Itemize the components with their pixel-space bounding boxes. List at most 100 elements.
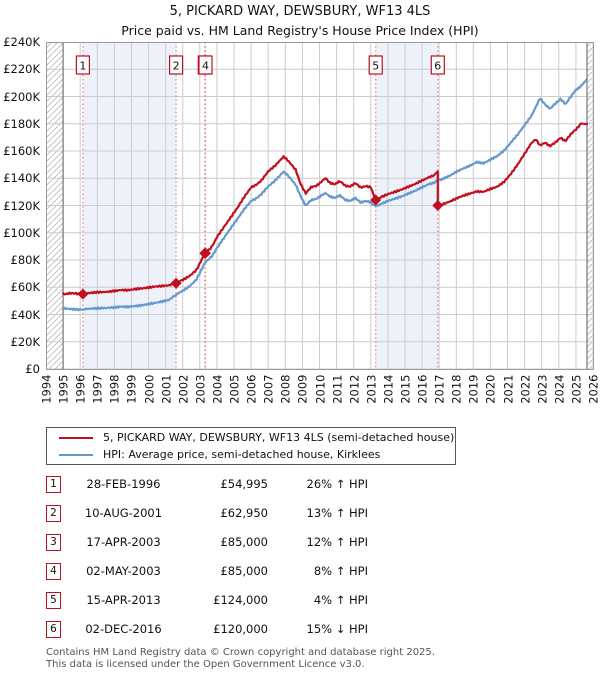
- x-tick-label: 2021: [501, 374, 516, 404]
- sale-price: £120,000: [213, 622, 268, 636]
- x-tick-label: 2023: [535, 374, 550, 404]
- sale-hpi: 12% ↑ HPI: [306, 535, 368, 549]
- y-tick-label: £80K: [10, 253, 41, 267]
- x-tick-label: 2017: [432, 374, 447, 404]
- sale-point-marker: [170, 277, 182, 289]
- sale-point-marker: [77, 288, 89, 300]
- sale-number-box: [198, 55, 213, 75]
- y-tick-label: £40K: [10, 307, 41, 322]
- svg-text:1: 1: [79, 60, 86, 73]
- sale-hpi: 13% ↑ HPI: [306, 506, 368, 520]
- legend-label: 5, PICKARD WAY, DEWSBURY, WF13 4LS (semi…: [103, 431, 455, 444]
- x-tick-label: 2002: [176, 374, 191, 404]
- svg-text:2: 2: [173, 60, 180, 73]
- x-tick-label: 1994: [39, 374, 54, 404]
- x-tick-label: 2025: [569, 374, 584, 404]
- sale-price: £54,995: [220, 477, 268, 491]
- sale-point-marker: [370, 194, 382, 206]
- x-tick-label: 2011: [330, 374, 345, 404]
- x-tick-label: 2020: [483, 374, 498, 404]
- table-row: 6 02-DEC-2016 £120,000 15% ↓ HPI: [46, 621, 446, 641]
- chart-legend: 5, PICKARD WAY, DEWSBURY, WF13 4LS (semi…: [46, 427, 456, 465]
- price-paid-line: [62, 122, 589, 296]
- footer-line-1: Contains HM Land Registry data © Crown c…: [46, 647, 435, 658]
- legend-line-swatch: [59, 436, 93, 439]
- y-tick-label: £180K: [3, 116, 40, 131]
- x-tick-label: 2013: [364, 374, 379, 404]
- table-row: 3 17-APR-2003 £85,000 12% ↑ HPI: [46, 534, 446, 554]
- x-tick-label: 2000: [142, 374, 157, 404]
- svg-text:6: 6: [434, 60, 441, 73]
- x-tick-label: 2022: [518, 374, 533, 404]
- license-footer: Contains HM Land Registry data © Crown c…: [46, 647, 435, 670]
- sale-hpi: 4% ↑ HPI: [313, 593, 368, 607]
- y-tick-label: £240K: [3, 35, 40, 49]
- sale-number-box: [75, 55, 90, 75]
- y-tick-label: £60K: [10, 280, 41, 295]
- y-tick-label: £120K: [3, 198, 40, 213]
- x-tick-label: 2007: [261, 374, 276, 404]
- sale-hpi: 26% ↑ HPI: [306, 477, 368, 491]
- sale-num: 1: [46, 476, 61, 493]
- legend-line-swatch: [59, 453, 93, 456]
- x-tick-label: 2003: [193, 374, 208, 404]
- x-tick-label: 1995: [56, 374, 71, 404]
- x-tick-label: 2001: [159, 374, 174, 404]
- x-tick-label: 2019: [466, 374, 481, 404]
- sale-number-box: [168, 55, 184, 75]
- y-tick-label: £220K: [3, 62, 40, 77]
- table-row: 1 28-FEB-1996 £54,995 26% ↑ HPI: [46, 476, 446, 496]
- sale-date: 02-DEC-2016: [85, 622, 162, 636]
- legend-item: 5, PICKARD WAY, DEWSBURY, WF13 4LS (semi…: [47, 430, 455, 445]
- sale-point-marker: [432, 200, 444, 211]
- x-tick-label: 2024: [552, 374, 567, 404]
- x-tick-label: 2005: [227, 374, 242, 404]
- x-tick-label: 2010: [313, 374, 327, 404]
- sale-date: 15-APR-2013: [86, 593, 161, 607]
- table-row: 5 15-APR-2013 £124,000 4% ↑ HPI: [46, 592, 446, 612]
- x-tick-label: 2009: [295, 374, 310, 404]
- sale-date: 10-AUG-2001: [84, 506, 163, 520]
- x-tick-label: 2018: [449, 374, 464, 404]
- table-row: 2 10-AUG-2001 £62,950 13% ↑ HPI: [46, 505, 446, 525]
- x-tick-label: 2012: [347, 374, 362, 404]
- sale-num: 4: [46, 563, 61, 580]
- sale-hpi: 15% ↓ HPI: [306, 622, 368, 636]
- sale-price: £62,950: [220, 506, 268, 520]
- sale-price: £85,000: [220, 564, 268, 578]
- y-tick-label: £200K: [3, 89, 40, 104]
- sale-number-box: [368, 55, 383, 75]
- sale-price: £85,000: [220, 535, 268, 549]
- sale-point-marker: [200, 247, 211, 259]
- x-tick-label: 2016: [415, 374, 430, 404]
- x-tick-label: 1997: [90, 374, 105, 404]
- hpi-line: [62, 77, 589, 312]
- sale-number-box: [430, 55, 445, 75]
- table-row: 4 02-MAY-2003 £85,000 8% ↑ HPI: [46, 563, 446, 583]
- y-tick-label: £100K: [3, 225, 40, 240]
- svg-text:4: 4: [202, 60, 209, 73]
- y-tick-label: £0: [25, 362, 40, 376]
- sale-date: 28-FEB-1996: [86, 477, 161, 491]
- x-tick-label: 1999: [124, 374, 139, 404]
- x-tick-label: 1996: [73, 374, 88, 404]
- sale-num: 3: [46, 534, 61, 551]
- x-tick-label: 2008: [278, 374, 293, 404]
- svg-text:5: 5: [372, 60, 379, 73]
- sale-date: 17-APR-2003: [86, 535, 161, 549]
- price-history-chart: 123456: [46, 42, 594, 370]
- sale-hpi: 8% ↑ HPI: [313, 564, 368, 578]
- y-tick-label: £20K: [10, 334, 41, 349]
- x-tick-label: 2015: [398, 374, 413, 404]
- legend-label: HPI: Average price, semi-detached house,…: [103, 448, 381, 461]
- x-tick-label: 2026: [586, 374, 600, 404]
- sale-date: 02-MAY-2003: [86, 564, 161, 578]
- y-tick-label: £140K: [3, 171, 40, 186]
- page-subtitle: Price paid vs. HM Land Registry's House …: [121, 23, 479, 38]
- sale-num: 5: [46, 592, 61, 609]
- x-tick-label: 2004: [210, 374, 225, 404]
- legend-item: HPI: Average price, semi-detached house,…: [47, 447, 455, 462]
- footer-line-2: This data is licensed under the Open Gov…: [46, 658, 365, 670]
- page-title: 5, PICKARD WAY, DEWSBURY, WF13 4LS: [169, 4, 431, 19]
- y-tick-label: £160K: [3, 144, 40, 158]
